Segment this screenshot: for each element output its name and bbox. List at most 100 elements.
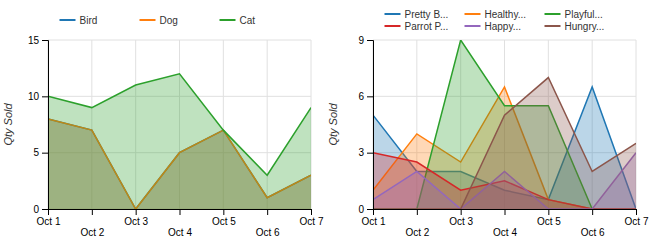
axis-domain (367, 41, 374, 210)
tick-mark (42, 40, 48, 41)
tick: Oct 4 (168, 209, 192, 238)
axis-domain (49, 210, 312, 216)
tick: Oct 5 (212, 209, 236, 227)
legend-swatch (545, 25, 561, 27)
y-axis: 0 3 6 9 (358, 35, 373, 215)
legend-swatch (545, 13, 561, 15)
tick: Oct 1 (37, 209, 61, 227)
marks (373, 40, 636, 209)
tick: 3 (358, 147, 373, 158)
tick: Oct 7 (625, 209, 649, 227)
tick: Oct 2 (405, 209, 429, 238)
tick-label: Oct 7 (625, 216, 649, 227)
legend-swatch (465, 13, 481, 15)
legend-label: Dog (160, 15, 178, 26)
y-axis-title: Qty Sold (2, 103, 14, 146)
legend-item: Happy... (465, 21, 522, 32)
tick-mark (42, 209, 48, 210)
grid (48, 40, 311, 209)
tick-mark (367, 209, 373, 210)
tick-label: 15 (28, 35, 40, 46)
area-line (373, 40, 636, 209)
tick-label: 10 (28, 91, 40, 102)
marks (48, 74, 311, 209)
legend-swatch (385, 25, 401, 27)
tick: 9 (358, 35, 373, 46)
chart-svg: Oct 1 Oct 2 Oct 3 Oct 4 Oct 5 Oct 6 Oct 7 0 5 10 1… (0, 0, 650, 241)
legend-label: Bird (80, 15, 98, 26)
axis-domain (374, 210, 637, 216)
x-axis: Oct 1Oct 2Oct 3Oct 4Oct 5Oct 6Oct 7 (362, 209, 649, 238)
legend-label: Playful... (565, 9, 603, 20)
legend-item: Dog (140, 15, 178, 26)
legend-label: Cat (240, 15, 256, 26)
tick-mark (180, 209, 181, 215)
y-axis: 0 5 10 15 (28, 35, 49, 215)
tick: Oct 3 (124, 209, 148, 227)
tick: Oct 5 (537, 209, 561, 227)
legend-label: Pretty B... (405, 9, 449, 20)
area-line (373, 78, 636, 209)
legend-label: Healthy... (485, 9, 527, 20)
legend-item: Playful... (545, 9, 603, 20)
tick-mark (461, 209, 462, 215)
tick-label: Oct 2 (405, 227, 429, 238)
tick-label: Oct 6 (581, 227, 605, 238)
tick-label: 9 (358, 35, 364, 46)
tick: 15 (28, 35, 48, 46)
area-line (48, 74, 311, 175)
tick-mark (367, 153, 373, 154)
tick: Oct 6 (256, 209, 280, 238)
legend-swatch (465, 25, 481, 27)
tick: 0 (358, 204, 373, 215)
tick-mark (367, 40, 373, 41)
tick-label: Oct 2 (80, 227, 104, 238)
tick: 0 (33, 204, 48, 215)
tick-label: 5 (33, 147, 39, 158)
tick: 5 (33, 147, 48, 158)
legend-label: Parrot P... (405, 21, 449, 32)
axis-domain (42, 41, 49, 210)
legend-item: Bird (60, 15, 98, 26)
tick-label: Oct 1 (37, 216, 61, 227)
panel: Oct 1Oct 2Oct 3Oct 4Oct 5Oct 6Oct 70369Q… (327, 9, 649, 239)
tick-label: 3 (358, 147, 364, 158)
tick: Oct 4 (493, 209, 517, 238)
legend: Pretty B... Healthy... Playful... Parrot P.… (385, 9, 605, 32)
x-axis: Oct 1 Oct 2 Oct 3 Oct 4 Oct 5 Oct 6 Oct 7 (37, 209, 324, 238)
tick-mark (505, 209, 506, 215)
tick-label: Oct 3 (124, 216, 148, 227)
tick-mark (367, 96, 373, 97)
legend-item: Pretty B... (385, 9, 449, 20)
legend-swatch (385, 13, 401, 15)
tick-label: Oct 7 (300, 216, 324, 227)
legend-swatch (60, 19, 76, 21)
area (48, 74, 311, 209)
tick-label: Oct 5 (537, 216, 561, 227)
tick-label: 0 (358, 204, 364, 215)
tick: 6 (358, 91, 373, 102)
tick-label: Oct 3 (449, 216, 473, 227)
tick: 10 (28, 91, 48, 102)
y-axis-title: Qty Sold (327, 103, 339, 146)
tick-mark (136, 209, 137, 215)
tick-mark (592, 209, 593, 215)
tick-mark (42, 153, 48, 154)
tick: Oct 2 (80, 209, 104, 238)
tick-label: 6 (358, 91, 364, 102)
legend-swatch (140, 19, 156, 21)
legend: Bird Dog Cat (60, 15, 256, 26)
panel: Oct 1 Oct 2 Oct 3 Oct 4 Oct 5 Oct 6 Oct 7 0 5 10 1… (2, 15, 324, 239)
legend-swatch (220, 19, 236, 21)
legend-item: Parrot P... (385, 21, 449, 32)
legend-item: Healthy... (465, 9, 527, 20)
tick: Oct 7 (300, 209, 324, 227)
tick-label: 0 (33, 204, 39, 215)
tick-mark (267, 209, 268, 215)
area (373, 40, 636, 209)
tick-mark (311, 209, 312, 215)
tick-label: Oct 6 (256, 227, 280, 238)
tick-mark (92, 209, 93, 215)
tick-mark (636, 209, 637, 215)
tick-mark (223, 209, 224, 215)
